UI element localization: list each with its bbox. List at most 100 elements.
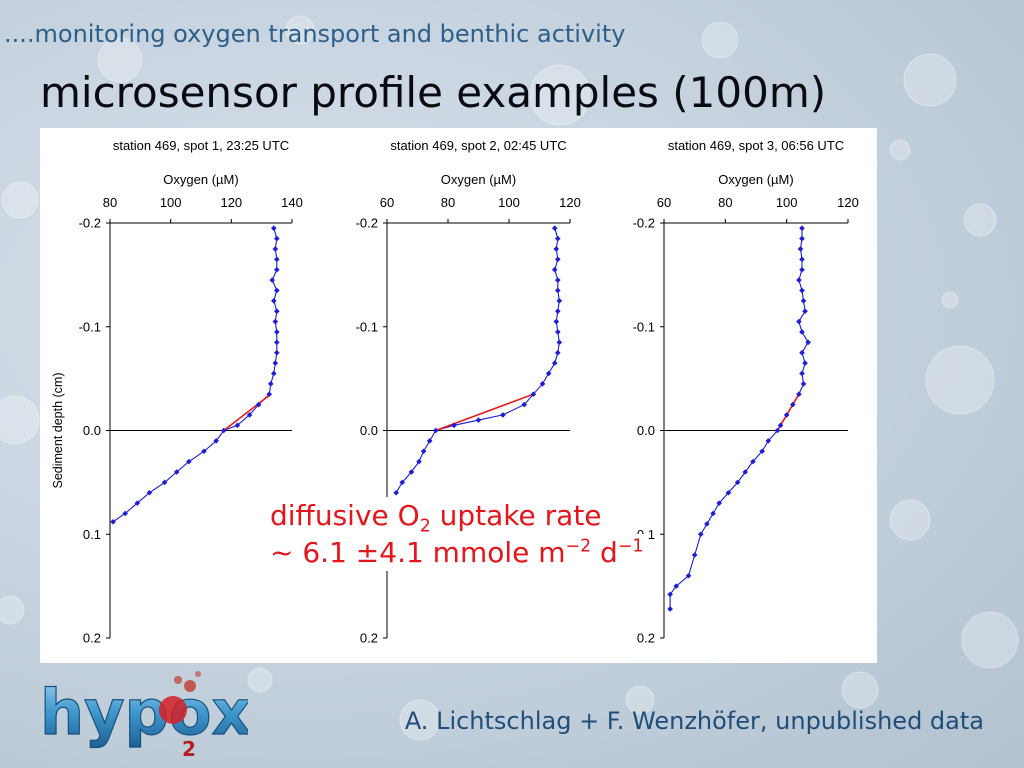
data-point [685, 572, 692, 579]
chart-title: station 469, spot 2, 02:45 UTC [390, 138, 566, 153]
x-tick-label: 120 [837, 195, 859, 210]
y-tick-label: -0.1 [633, 319, 655, 334]
data-point [800, 298, 807, 304]
y-tick-label: 0.2 [637, 631, 655, 646]
data-point [272, 318, 279, 325]
y-tick-label: 0.0 [360, 423, 378, 438]
data-point [556, 339, 563, 346]
data-point [673, 583, 680, 589]
x-tick-label: 140 [281, 195, 303, 210]
x-axis-label: Oxygen (µM) [718, 172, 793, 187]
data-point [555, 235, 561, 242]
data-point [274, 287, 280, 294]
data-point [274, 256, 280, 263]
data-point [698, 531, 704, 538]
data-point [796, 391, 802, 397]
data-point [274, 339, 280, 346]
x-axis-label: Oxygen (µM) [163, 172, 238, 187]
data-point [796, 318, 802, 325]
profile-line [395, 228, 560, 494]
chart-panel: station 469, spot 1, 23:25 UTC Oxygen (µM… [40, 128, 877, 663]
data-point [799, 235, 805, 242]
data-point [255, 401, 262, 408]
x-tick-label: 120 [220, 195, 242, 210]
data-point [555, 349, 561, 356]
data-point [500, 412, 506, 418]
x-tick-label: 80 [103, 195, 117, 210]
x-tick-label: 80 [441, 195, 455, 210]
data-point [271, 370, 277, 377]
data-point [774, 427, 781, 434]
x-tick-label: 120 [559, 195, 581, 210]
data-point [742, 469, 749, 475]
data-point [271, 225, 277, 231]
y-tick-label: -0.2 [79, 216, 101, 231]
y-tick-label: 0.0 [637, 423, 655, 438]
data-point [799, 287, 805, 294]
data-point [475, 417, 482, 423]
data-point [426, 438, 433, 444]
data-point [173, 469, 180, 475]
data-point [734, 479, 741, 486]
data-point [555, 329, 561, 335]
data-point [799, 266, 805, 273]
data-point [704, 521, 710, 527]
data-point [796, 277, 802, 283]
data-point [799, 349, 805, 356]
data-point [802, 308, 808, 314]
data-point [110, 519, 116, 525]
callout-text: diffusive O [270, 499, 420, 532]
data-point [799, 329, 805, 335]
slide-kicker: ....monitoring oxygen transport and bent… [4, 20, 626, 48]
data-point [274, 266, 280, 273]
data-point [667, 606, 673, 612]
data-point [539, 381, 546, 387]
logo-subscript: 2 [182, 737, 196, 761]
y-tick-label: -0.1 [356, 319, 378, 334]
data-point [266, 391, 273, 397]
data-point [416, 458, 422, 465]
chart-title: station 469, spot 1, 23:25 UTC [113, 138, 289, 153]
data-point [530, 391, 537, 397]
callout-line-1: diffusive O2 uptake rate [268, 497, 606, 537]
y-tick-label: -0.2 [356, 216, 378, 231]
data-point [272, 360, 279, 366]
data-point [393, 489, 399, 496]
data-point [274, 235, 280, 242]
data-point [783, 412, 790, 418]
data-point [759, 448, 765, 455]
data-point [161, 479, 168, 486]
y-tick-label: 0.2 [360, 631, 378, 646]
data-point [274, 308, 280, 314]
callout-subscript: 2 [419, 516, 431, 537]
data-point [799, 370, 805, 377]
data-point [555, 277, 561, 283]
data-point [797, 246, 804, 252]
data-point [274, 349, 280, 356]
data-point [399, 479, 406, 486]
data-point [799, 256, 805, 263]
data-point [220, 427, 227, 434]
x-axis-label: Oxygen (µM) [441, 172, 516, 187]
data-point [274, 329, 280, 335]
data-point [555, 287, 561, 294]
data-point [213, 438, 219, 444]
data-point [186, 458, 192, 465]
data-point [716, 500, 722, 506]
x-tick-label: 60 [657, 195, 671, 210]
hypox-logo: hypox 2 [39, 671, 248, 761]
data-point [420, 448, 427, 455]
data-point [246, 412, 253, 418]
profile-line [112, 228, 278, 523]
data-point [790, 401, 796, 408]
data-point [556, 298, 563, 304]
data-point [800, 381, 807, 387]
chart-title: station 469, spot 3, 06:56 UTC [668, 138, 844, 153]
uptake-rate-callout: diffusive O2 uptake rate ~ 6.1 ±4.1 mmol… [268, 497, 708, 571]
x-tick-label: 60 [380, 195, 394, 210]
x-tick-label: 100 [160, 195, 182, 210]
logo-wordmark: hypox [40, 676, 248, 749]
slide-title: microsensor profile examples (100m) [40, 68, 827, 117]
data-point [667, 591, 673, 598]
